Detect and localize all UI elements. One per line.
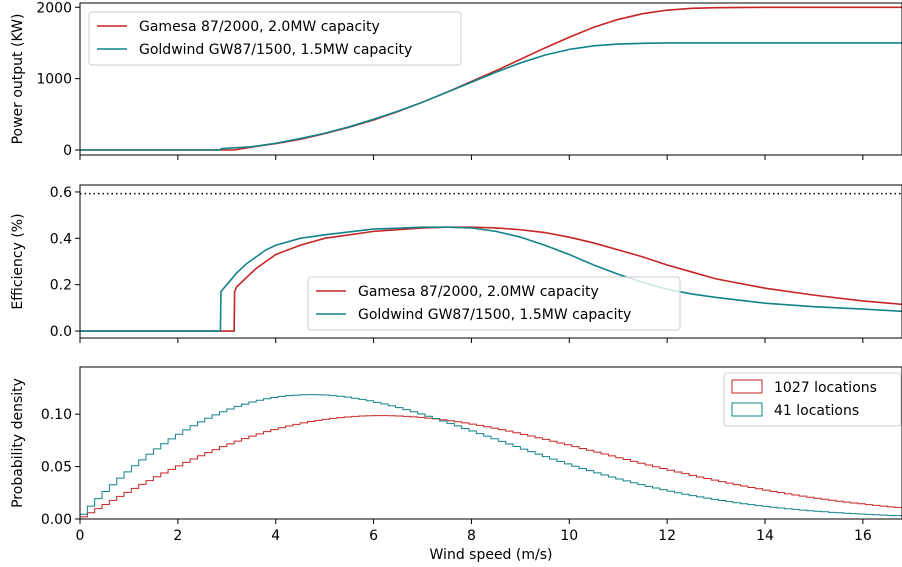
x-tick-label: 16: [854, 528, 872, 544]
efficiency-y-axis-label: Efficiency (%): [10, 213, 26, 309]
series-line-red: [80, 415, 902, 519]
power-legend-label-goldwind: Goldwind GW87/1500, 1.5MW capacity: [139, 42, 412, 58]
histogram-panel-frame: [79, 366, 902, 520]
power-legend: Gamesa 87/2000, 2.0MW capacity Goldwind …: [88, 11, 462, 66]
series-line-teal: [80, 226, 902, 332]
histogram-legend-box: [723, 372, 902, 427]
series-line-red: [80, 226, 902, 332]
x-tick-label: 12: [658, 528, 676, 544]
histogram-legend-label-1027: 1027 locations: [774, 380, 877, 396]
efficiency-panel: 0.0 0.2 0.4 0.6 Efficiency (%) Gamesa 87/20…: [10, 184, 902, 343]
y-tick-label: 0: [63, 143, 72, 159]
power-output-panel: 0 1000 2000 Power output (KW) Gamesa 87/20…: [10, 0, 902, 160]
y-tick-label: 0.00: [41, 512, 72, 528]
histogram-legend: 1027 locations 41 locations: [723, 372, 902, 427]
x-tick-label: 6: [369, 528, 378, 544]
histogram-legend-patch-41: [731, 402, 763, 417]
y-tick-label: 1000: [36, 72, 72, 88]
power-legend-label-gamesa: Gamesa 87/2000, 2.0MW capacity: [139, 19, 380, 35]
efficiency-series-layer: [80, 192, 902, 332]
y-tick-label: 0.10: [41, 407, 72, 423]
histogram-legend-label-41: 41 locations: [774, 403, 859, 419]
power-series-layer: [80, 6, 902, 151]
x-axis-label: Wind speed (m/s): [430, 547, 553, 563]
histogram-y-axis-label: Probability density: [10, 378, 26, 508]
y-tick-label: 0.2: [50, 278, 72, 294]
efficiency-ticks: 0.0 0.2 0.4 0.6: [50, 185, 864, 343]
histogram-series-layer: [80, 394, 902, 519]
histogram-legend-patch-1027: [731, 379, 763, 394]
efficiency-legend-label-gamesa: Gamesa 87/2000, 2.0MW capacity: [358, 284, 599, 300]
y-tick-label: 2000: [36, 0, 72, 16]
x-tick-label: 8: [467, 528, 476, 544]
x-tick-label: 4: [271, 528, 280, 544]
y-tick-label: 0.6: [50, 185, 72, 201]
x-tick-label: 2: [173, 528, 182, 544]
power-ticks: 0 1000 2000: [36, 0, 864, 160]
histogram-ticks: 0.00 0.05 0.10 0 2 4 6 8 10 12 14 16: [41, 407, 872, 544]
x-tick-label: 0: [76, 528, 85, 544]
series-line-teal: [80, 42, 902, 151]
efficiency-panel-frame: [79, 184, 902, 339]
power-legend-box: [88, 11, 462, 66]
efficiency-legend-box: [307, 276, 681, 331]
x-tick-label: 10: [560, 528, 578, 544]
power-y-axis-label: Power output (KW): [10, 14, 26, 145]
series-line-teal: [80, 394, 902, 519]
wind-speed-histogram-panel: 0.00 0.05 0.10 0 2 4 6 8 10 12 14 16 Probability de…: [10, 366, 902, 563]
x-tick-label: 14: [756, 528, 774, 544]
efficiency-legend: Gamesa 87/2000, 2.0MW capacity Goldwind …: [307, 276, 681, 331]
y-tick-label: 0.05: [41, 460, 72, 476]
y-tick-label: 0.0: [50, 324, 72, 340]
y-tick-label: 0.4: [50, 231, 72, 247]
efficiency-legend-label-goldwind: Goldwind GW87/1500, 1.5MW capacity: [358, 307, 631, 323]
